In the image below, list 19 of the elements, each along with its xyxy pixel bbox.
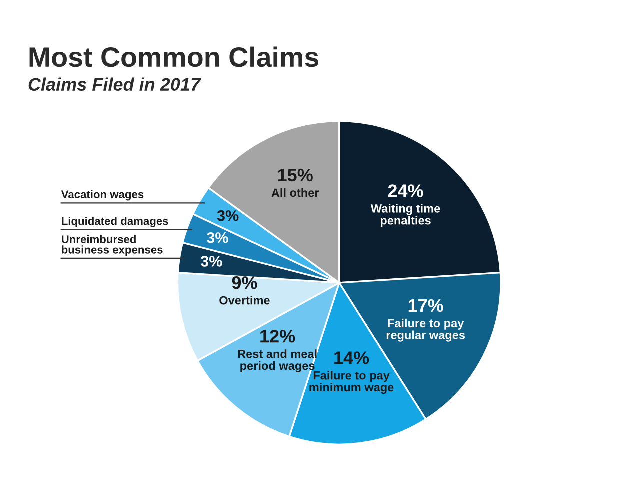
chart-subtitle: Claims Filed in 2017 xyxy=(28,78,202,92)
data-label: 3% xyxy=(200,256,222,267)
data-label: 17% xyxy=(408,299,444,312)
data-label: 9% xyxy=(232,276,258,290)
slice-label: Vacation wages xyxy=(61,190,144,201)
data-label: 3% xyxy=(207,232,228,244)
data-label: 14% xyxy=(334,352,370,364)
slice-label: Failure to pay minimum wage xyxy=(310,371,394,394)
data-label: 3% xyxy=(217,210,239,222)
data-label: 24% xyxy=(388,184,424,198)
chart-title: Most Common Claims xyxy=(30,46,318,68)
data-label: 15% xyxy=(278,168,313,182)
slice-label: Unreimbursed business expenses xyxy=(62,235,163,256)
slice-label: All other xyxy=(272,188,320,198)
slice-label: Waiting time penalties xyxy=(370,204,440,228)
slice-label: Failure to pay regular wages xyxy=(386,318,466,342)
slice-label: Liquidated damages xyxy=(62,217,168,228)
data-label: 12% xyxy=(260,330,296,343)
slice-label: Overtime xyxy=(220,296,270,305)
